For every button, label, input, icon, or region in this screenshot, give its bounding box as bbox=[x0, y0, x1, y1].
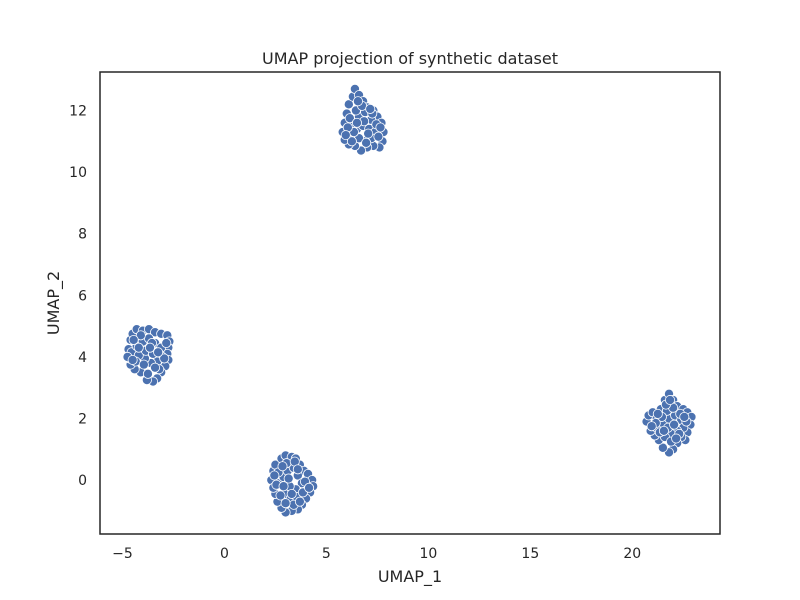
scatter-point bbox=[138, 359, 149, 370]
scatter-point bbox=[669, 419, 680, 430]
scatter-point bbox=[351, 117, 362, 128]
y-tick-label: 6 bbox=[78, 288, 87, 304]
scatter-point bbox=[375, 122, 386, 133]
scatter-point bbox=[361, 137, 372, 148]
scatter-point bbox=[277, 461, 288, 472]
y-tick-label: 10 bbox=[69, 165, 87, 181]
scatter-point bbox=[665, 395, 676, 406]
scatter-point bbox=[278, 481, 289, 492]
scatter-point bbox=[153, 347, 164, 358]
scatter-point bbox=[365, 103, 376, 114]
x-axis-label: UMAP_1 bbox=[378, 567, 442, 587]
scatter-point bbox=[657, 442, 668, 453]
scatter-point bbox=[161, 338, 172, 349]
scatter-point bbox=[133, 342, 144, 353]
scatter-point bbox=[127, 354, 138, 365]
y-tick-label: 0 bbox=[78, 473, 87, 489]
x-tick-label: 5 bbox=[322, 546, 331, 562]
y-tick-label: 12 bbox=[69, 104, 87, 120]
scatter-point bbox=[269, 470, 280, 481]
scatter-point bbox=[652, 408, 663, 419]
scatter-point bbox=[373, 131, 384, 142]
y-axis-ticks: 0 2 4 6 8 10 12 bbox=[69, 104, 87, 490]
scatter-point bbox=[142, 368, 153, 379]
y-axis-label: UMAP_2 bbox=[44, 271, 64, 335]
x-tick-label: 20 bbox=[623, 546, 641, 562]
scatter-point bbox=[363, 128, 374, 139]
scatter-point bbox=[275, 490, 286, 501]
axes-frame bbox=[99, 71, 721, 535]
scatter-points bbox=[122, 83, 697, 518]
x-tick-label: 15 bbox=[521, 546, 539, 562]
scatter-point bbox=[671, 433, 682, 444]
x-axis-ticks: −5 0 5 10 15 20 bbox=[112, 546, 641, 562]
x-tick-label: 0 bbox=[220, 546, 229, 562]
scatter-point bbox=[352, 96, 363, 107]
scatter-point bbox=[286, 488, 297, 499]
y-tick-label: 2 bbox=[78, 412, 87, 428]
scatter-point bbox=[304, 482, 315, 493]
scatter-point bbox=[128, 334, 139, 345]
scatter-point bbox=[144, 342, 155, 353]
x-tick-label: −5 bbox=[112, 546, 133, 562]
scatter-point bbox=[343, 99, 354, 110]
y-tick-label: 8 bbox=[78, 227, 87, 243]
scatter-point bbox=[340, 130, 351, 141]
scatter-point bbox=[150, 362, 161, 373]
scatter-point bbox=[294, 496, 305, 507]
scatter-point bbox=[679, 411, 690, 422]
scatter-point bbox=[292, 464, 303, 475]
x-tick-label: 10 bbox=[419, 546, 437, 562]
scatter-point bbox=[283, 473, 294, 484]
y-tick-label: 4 bbox=[78, 350, 87, 366]
scatter-point bbox=[344, 113, 355, 124]
scatter-point bbox=[346, 136, 357, 147]
scatter-point bbox=[135, 330, 146, 341]
scatter-point bbox=[658, 425, 669, 436]
chart-title: UMAP projection of synthetic dataset bbox=[262, 49, 558, 68]
scatter-point bbox=[159, 353, 170, 364]
scatter-point bbox=[646, 421, 657, 432]
scatter-point bbox=[280, 498, 291, 509]
